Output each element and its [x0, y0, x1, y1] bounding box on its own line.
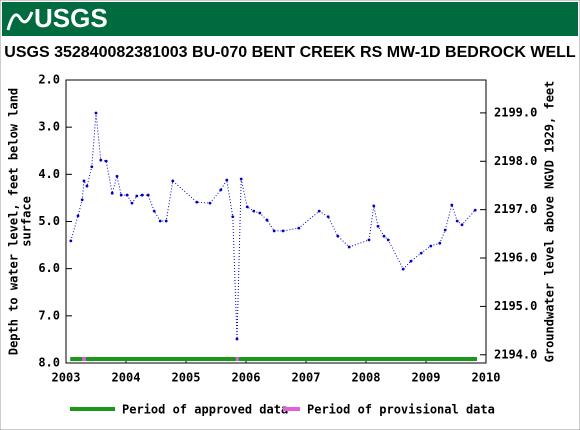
data-point: [219, 188, 223, 192]
period-bar: [235, 357, 239, 361]
data-point: [367, 238, 371, 242]
data-point: [140, 193, 144, 197]
data-point: [376, 224, 380, 228]
y-axis-label: surface: [20, 196, 34, 247]
data-point: [130, 201, 134, 205]
legend-label: Period of approved data: [122, 403, 288, 417]
y-tick-label: 4.0: [38, 167, 60, 181]
data-point: [409, 259, 413, 263]
data-point: [450, 203, 454, 207]
x-tick-label: 2004: [112, 371, 141, 385]
data-point: [272, 229, 276, 233]
data-point: [231, 215, 235, 219]
data-point: [208, 201, 212, 205]
data-point: [372, 204, 376, 208]
data-point: [239, 177, 243, 181]
data-point: [443, 228, 447, 232]
data-point: [297, 226, 301, 230]
data-point: [152, 209, 156, 213]
data-point: [419, 251, 423, 255]
legend-label: Period of provisional data: [307, 403, 495, 417]
y-axis-label: Depth to water level, feet below land: [7, 88, 21, 355]
data-point: [146, 193, 150, 197]
data-point: [99, 158, 103, 162]
chart-title: USGS 352840082381003 BU-070 BENT CREEK R…: [4, 44, 576, 61]
data-point: [281, 229, 285, 233]
y2-tick-label: 2195.0: [494, 299, 537, 313]
y2-tick-label: 2194.0: [494, 347, 537, 361]
data-point: [386, 238, 390, 242]
y2-axis-label: Groundwater level above NGVD 1929, feet: [543, 81, 557, 363]
data-point: [158, 219, 162, 223]
data-point: [125, 193, 129, 197]
data-point: [110, 191, 114, 195]
period-bar: [70, 357, 477, 361]
data-point: [252, 209, 256, 213]
header-bar: [2, 2, 578, 36]
data-point: [336, 234, 340, 238]
x-tick-label: 2010: [472, 371, 501, 385]
data-point: [265, 218, 269, 222]
y2-tick-label: 2197.0: [494, 202, 537, 216]
data-point: [94, 111, 98, 115]
y-tick-label: 3.0: [38, 120, 60, 134]
data-point: [115, 174, 119, 178]
data-point: [326, 215, 330, 219]
data-point: [473, 208, 477, 212]
y-tick-label: 5.0: [38, 214, 60, 228]
data-point: [171, 179, 175, 183]
data-point: [438, 241, 442, 245]
y-tick-label: 6.0: [38, 261, 60, 275]
data-point: [119, 193, 123, 197]
data-point: [90, 165, 94, 169]
data-point: [80, 198, 84, 202]
period-bar: [82, 357, 86, 361]
data-point: [317, 209, 321, 213]
data-point: [85, 184, 89, 188]
data-point: [347, 245, 351, 249]
x-tick-label: 2007: [292, 371, 321, 385]
y-tick-label: 8.0: [38, 356, 60, 370]
y2-tick-label: 2199.0: [494, 105, 537, 119]
x-tick-label: 2009: [412, 371, 441, 385]
logo-wave: [6, 11, 34, 31]
x-tick-label: 2005: [172, 371, 201, 385]
logo-text: USGS: [34, 3, 108, 33]
data-point: [460, 223, 464, 227]
data-point: [245, 205, 249, 209]
data-point: [195, 200, 199, 204]
data-point: [455, 219, 459, 223]
data-point: [401, 267, 405, 271]
x-tick-label: 2003: [52, 371, 81, 385]
data-point: [429, 244, 433, 248]
data-point: [82, 179, 86, 183]
data-point: [69, 239, 73, 243]
x-tick-label: 2006: [232, 371, 261, 385]
data-point: [104, 159, 108, 163]
data-point: [382, 234, 386, 238]
data-point: [225, 178, 229, 182]
data-point: [164, 219, 168, 223]
data-point: [235, 337, 239, 341]
data-point: [135, 194, 139, 198]
y2-tick-label: 2196.0: [494, 251, 537, 265]
x-tick-label: 2008: [352, 371, 381, 385]
y-tick-label: 7.0: [38, 308, 60, 322]
y-tick-label: 2.0: [38, 73, 60, 87]
y2-tick-label: 2198.0: [494, 154, 537, 168]
data-point: [76, 214, 80, 218]
data-point: [258, 211, 262, 215]
